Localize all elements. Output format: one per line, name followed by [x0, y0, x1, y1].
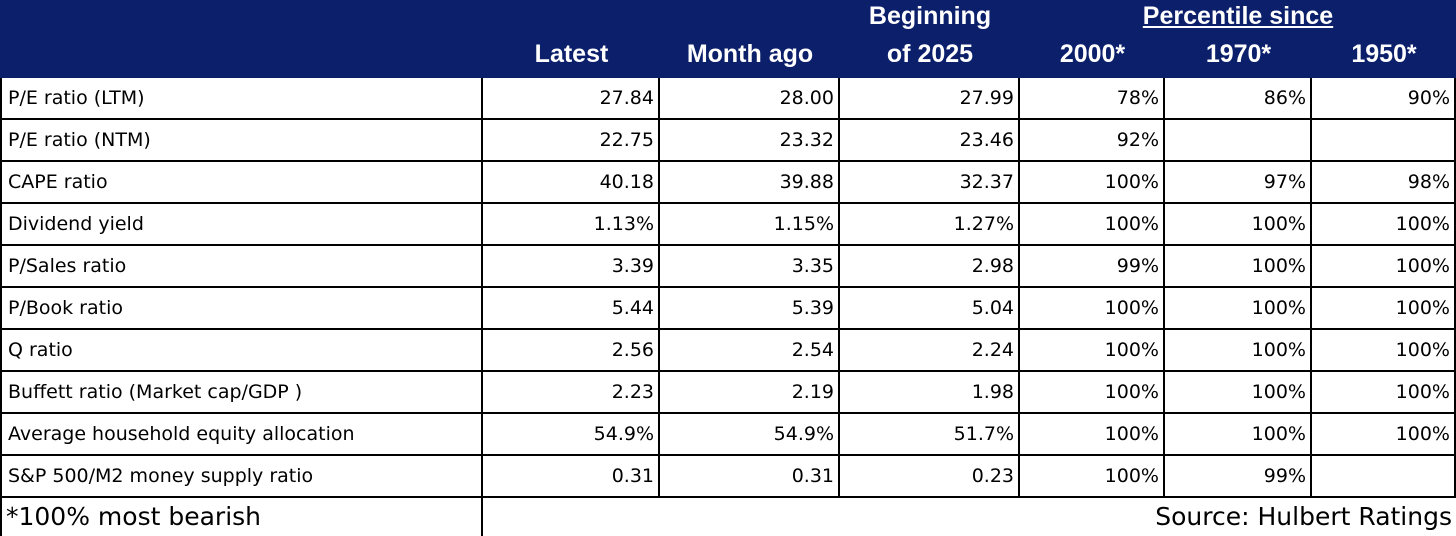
- value-cell: 100%: [1165, 246, 1312, 288]
- value-cell: 78%: [1020, 78, 1165, 120]
- value-cell: 54.9%: [483, 414, 660, 456]
- value-cell: 40.18: [483, 162, 660, 204]
- value-cell: [1165, 120, 1312, 162]
- value-cell: 22.75: [483, 120, 660, 162]
- value-cell: 2.24: [840, 330, 1020, 372]
- footer-note: *100% most bearish: [6, 502, 262, 531]
- value-cell: 2.98: [840, 246, 1020, 288]
- row-label: Buffett ratio (Market cap/GDP ): [0, 372, 483, 414]
- row-label: Q ratio: [0, 330, 483, 372]
- footer-source: Source: Hulbert Ratings: [1155, 502, 1452, 531]
- value-cell: 23.32: [660, 120, 840, 162]
- value-cell: 0.31: [660, 456, 840, 498]
- value-cell: 99%: [1165, 456, 1312, 498]
- value-cell: 100%: [1165, 414, 1312, 456]
- column-header: of 2025: [886, 40, 974, 68]
- value-cell: 3.39: [483, 246, 660, 288]
- value-cell: 39.88: [660, 162, 840, 204]
- value-cell: 0.23: [840, 456, 1020, 498]
- header-band: [0, 0, 1456, 78]
- value-cell: 100%: [1165, 204, 1312, 246]
- value-cell: 100%: [1312, 288, 1456, 330]
- group-header: Percentile since: [1020, 2, 1456, 31]
- value-cell: 2.56: [483, 330, 660, 372]
- value-cell: 100%: [1165, 372, 1312, 414]
- value-cell: 1.13%: [483, 204, 660, 246]
- value-cell: [1312, 456, 1456, 498]
- column-header: 1950*: [1351, 40, 1417, 68]
- value-cell: 32.37: [840, 162, 1020, 204]
- row-label: P/Sales ratio: [0, 246, 483, 288]
- value-cell: 100%: [1020, 330, 1165, 372]
- value-cell: 100%: [1020, 456, 1165, 498]
- value-cell: 28.00: [660, 78, 840, 120]
- value-cell: 100%: [1020, 162, 1165, 204]
- value-cell: 5.39: [660, 288, 840, 330]
- value-cell: 27.84: [483, 78, 660, 120]
- column-header: 2000*: [1059, 40, 1126, 68]
- row-label: P/Book ratio: [0, 288, 483, 330]
- value-cell: 100%: [1312, 246, 1456, 288]
- value-cell: 2.23: [483, 372, 660, 414]
- value-cell: 27.99: [840, 78, 1020, 120]
- column-header: Latest: [534, 40, 609, 68]
- value-cell: 2.19: [660, 372, 840, 414]
- row-label: Average household equity allocation: [0, 414, 483, 456]
- value-cell: 54.9%: [660, 414, 840, 456]
- value-cell: 90%: [1312, 78, 1456, 120]
- value-cell: 3.35: [660, 246, 840, 288]
- value-cell: 100%: [1020, 414, 1165, 456]
- row-label: P/E ratio (LTM): [0, 78, 483, 120]
- value-cell: 100%: [1020, 204, 1165, 246]
- value-cell: 2.54: [660, 330, 840, 372]
- value-cell: 100%: [1312, 372, 1456, 414]
- value-cell: 23.46: [840, 120, 1020, 162]
- column-header: Beginning: [868, 2, 992, 30]
- value-cell: 100%: [1020, 288, 1165, 330]
- value-cell: [1312, 120, 1456, 162]
- value-cell: 98%: [1312, 162, 1456, 204]
- value-cell: 1.27%: [840, 204, 1020, 246]
- row-label: P/E ratio (NTM): [0, 120, 483, 162]
- value-cell: 100%: [1165, 330, 1312, 372]
- value-cell: 1.15%: [660, 204, 840, 246]
- value-cell: 92%: [1020, 120, 1165, 162]
- row-label: Dividend yield: [0, 204, 483, 246]
- value-cell: 51.7%: [840, 414, 1020, 456]
- value-cell: 99%: [1020, 246, 1165, 288]
- value-cell: 100%: [1312, 414, 1456, 456]
- value-cell: 5.04: [840, 288, 1020, 330]
- value-cell: 100%: [1020, 372, 1165, 414]
- value-cell: 100%: [1312, 204, 1456, 246]
- value-cell: 100%: [1165, 288, 1312, 330]
- row-label: CAPE ratio: [0, 162, 483, 204]
- column-header: 1970*: [1205, 40, 1272, 68]
- value-cell: 5.44: [483, 288, 660, 330]
- value-cell: 86%: [1165, 78, 1312, 120]
- value-cell: 97%: [1165, 162, 1312, 204]
- value-cell: 100%: [1312, 330, 1456, 372]
- column-header: Month ago: [686, 40, 814, 68]
- group-header-text: Percentile since: [1142, 2, 1334, 30]
- row-label: S&P 500/M2 money supply ratio: [0, 456, 483, 498]
- value-cell: 0.31: [483, 456, 660, 498]
- footer-left-cell: [0, 498, 483, 536]
- value-cell: 1.98: [840, 372, 1020, 414]
